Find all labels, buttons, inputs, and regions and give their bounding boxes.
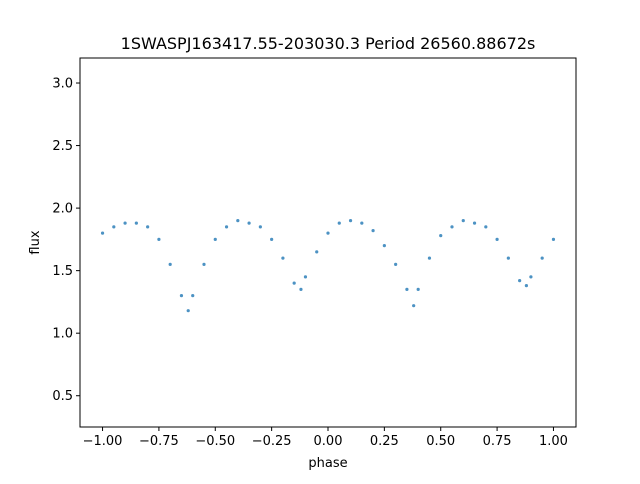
data-point (258, 225, 262, 229)
data-point (299, 287, 303, 292)
data-point (382, 244, 386, 248)
x-tick-label: 0.00 (314, 434, 343, 449)
y-tick-label: 3.0 (52, 77, 73, 92)
x-tick-label: 1.00 (539, 434, 568, 449)
y-axis-label: flux (28, 230, 43, 254)
x-tick-label: 0.75 (483, 434, 512, 449)
data-point (236, 219, 240, 223)
x-tick-label: −0.25 (252, 434, 292, 449)
data-point (540, 256, 544, 260)
x-tick-label: −0.50 (195, 434, 235, 449)
data-point (134, 221, 138, 225)
y-tick-label: 1.0 (52, 327, 73, 342)
data-point (427, 256, 432, 260)
data-point (100, 231, 105, 235)
data-point (168, 262, 172, 266)
data-point (146, 225, 150, 229)
data-point (394, 262, 398, 266)
data-point (416, 287, 420, 292)
data-point (123, 221, 127, 225)
data-point (405, 287, 409, 292)
y-tick-label: 2.5 (52, 139, 73, 154)
chart-title: 1SWASPJ163417.55-203030.3 Period 26560.8… (121, 34, 536, 53)
x-tick-label: 0.25 (370, 434, 399, 449)
x-axis: −1.00 −0.75 −0.50 −0.25 0.00 0.25 0.50 0.75 1.00 (83, 427, 568, 449)
data-point (202, 262, 206, 266)
data-point (315, 250, 319, 254)
data-point (247, 221, 251, 225)
data-point (303, 275, 308, 279)
data-point (472, 221, 477, 225)
y-tick-label: 2.0 (52, 202, 73, 217)
data-point (529, 275, 533, 279)
data-point (495, 237, 499, 241)
data-point (157, 237, 161, 241)
data-point (213, 237, 217, 241)
x-tick-label: 0.50 (426, 434, 455, 449)
data-point (112, 225, 116, 229)
plot-frame (79, 57, 577, 428)
data-point (371, 229, 375, 233)
data-point (551, 237, 556, 241)
data-point (326, 231, 330, 235)
data-point (186, 309, 190, 313)
data-point (524, 284, 529, 288)
data-point (292, 281, 296, 285)
data-point (518, 279, 522, 283)
data-point (281, 256, 285, 260)
x-tick-label: −0.75 (139, 434, 179, 449)
data-point (450, 225, 454, 229)
y-tick-label: 1.5 (52, 264, 73, 279)
data-point (506, 256, 510, 260)
data-point (412, 304, 416, 308)
data-point (439, 234, 443, 238)
data-point (270, 237, 274, 241)
data-point (191, 294, 195, 298)
data-point (337, 221, 341, 225)
y-axis: 0.5 1.0 1.5 2.0 2.5 3.0 (52, 77, 80, 404)
data-point (179, 294, 184, 298)
x-axis-label: phase (308, 456, 347, 471)
data-point (224, 225, 229, 229)
data-point (348, 219, 353, 223)
points-layer (100, 219, 556, 313)
y-tick-label: 0.5 (52, 389, 73, 404)
data-point (360, 221, 364, 225)
x-tick-label: −1.00 (83, 434, 123, 449)
data-point (461, 219, 465, 223)
data-point (484, 225, 488, 229)
